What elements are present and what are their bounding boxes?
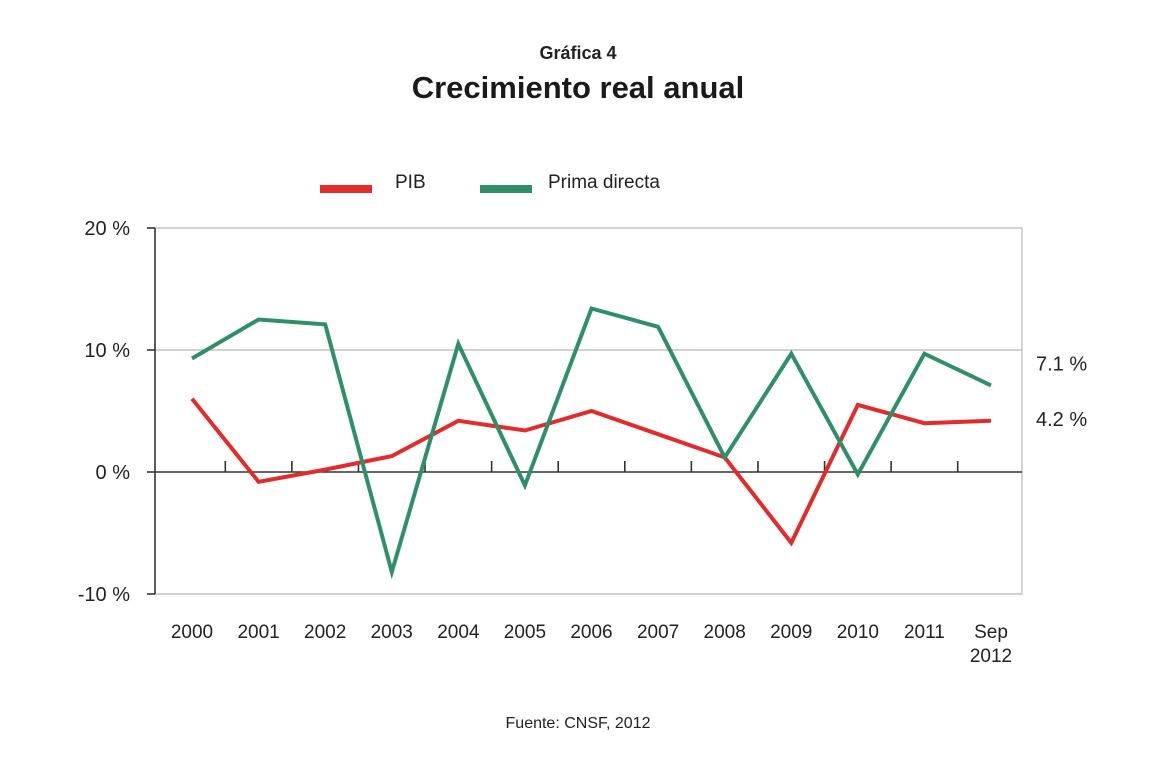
y-tick-label-0: 20 %	[84, 218, 130, 240]
chart-title: Crecimiento real anual	[411, 70, 745, 105]
x-tick-label-1: 2001	[237, 622, 279, 643]
x-tick-label-2: 2002	[304, 622, 346, 643]
legend-label-prima: Prima directa	[548, 172, 660, 193]
x-tick-label-0: 2000	[171, 622, 213, 643]
x-tick-label-4: 2004	[437, 622, 480, 643]
x-tick-label-7: 2007	[637, 622, 679, 643]
x-tick-label-11: 2011	[904, 622, 945, 643]
x-tick-label-9: 2009	[770, 622, 812, 643]
y-tick-label-2: 0 %	[96, 462, 131, 484]
legend-swatch-prima	[480, 185, 532, 193]
x-tick-label-5: 2005	[504, 622, 546, 643]
y-tick-label-1: 10 %	[84, 340, 130, 362]
end-value-label-0: 7.1 %	[1036, 353, 1087, 375]
x-tick-label-8: 2008	[704, 622, 746, 643]
series-line-prima-directa	[190, 306, 992, 580]
legend-swatch-pib	[320, 185, 372, 193]
x-tick-label-10: 2010	[837, 622, 879, 643]
x-tick-label-12: Sep 2012	[970, 622, 1012, 667]
series-line-pib	[190, 397, 992, 547]
legend-label-pib: PIB	[395, 172, 426, 193]
x-tick-label-3: 2003	[371, 622, 413, 643]
end-value-label-1: 4.2 %	[1036, 409, 1087, 431]
chart-subtitle: Gráfica 4	[539, 43, 617, 63]
x-tick-label-6: 2006	[570, 622, 612, 643]
source-note: Fuente: CNSF, 2012	[505, 715, 651, 732]
y-tick-label-3: -10 %	[78, 584, 130, 606]
